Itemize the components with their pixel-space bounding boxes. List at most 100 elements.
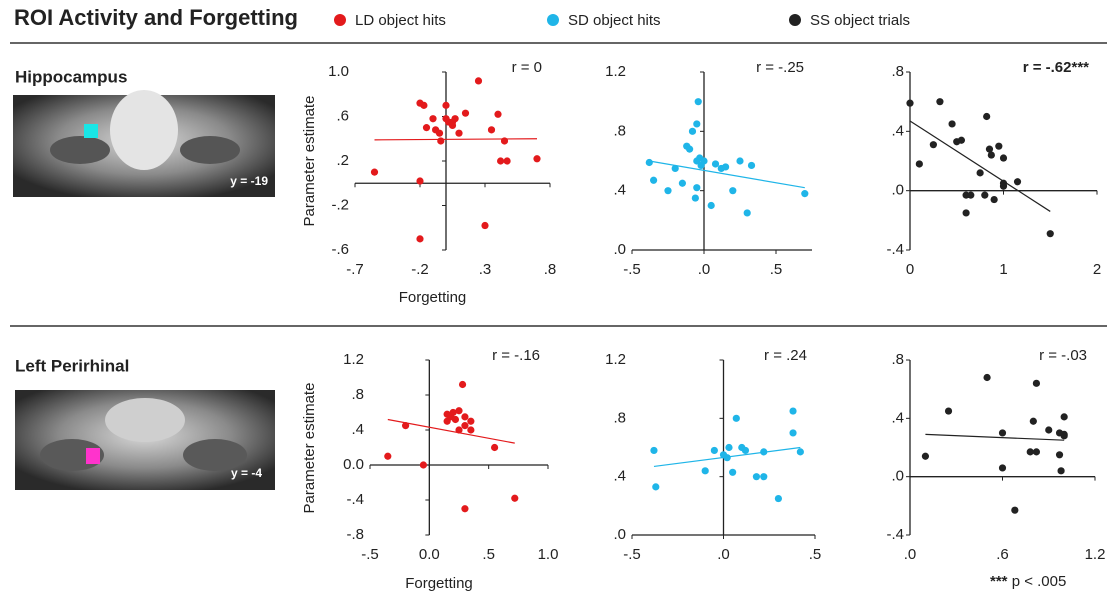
point <box>981 192 988 199</box>
point <box>504 157 511 164</box>
point <box>491 444 498 451</box>
y-tick-label: .0 <box>613 241 626 258</box>
annotation: r = -.62*** <box>1023 59 1089 76</box>
point <box>983 113 990 120</box>
legend-marker <box>789 14 801 26</box>
x-tick-label: .5 <box>809 546 822 563</box>
point <box>1011 507 1018 514</box>
y-tick-label: 1.2 <box>605 351 626 368</box>
point <box>455 130 462 137</box>
point <box>664 187 671 194</box>
x-tick-label: 1.0 <box>538 546 559 563</box>
y-tick-label: -.6 <box>331 241 349 258</box>
point <box>461 422 468 429</box>
point <box>1000 154 1007 161</box>
x-tick-label: .0 <box>698 261 711 278</box>
point <box>511 495 518 502</box>
y-tick-label: -.4 <box>886 526 904 543</box>
x-tick-label: 2 <box>1093 261 1101 278</box>
x-tick-label: -.5 <box>623 546 641 563</box>
legend-marker <box>334 14 346 26</box>
point <box>442 102 449 109</box>
point <box>995 143 1002 150</box>
y-tick-label: 0.0 <box>343 456 364 473</box>
point <box>922 453 929 460</box>
point <box>948 120 955 127</box>
point <box>488 126 495 133</box>
legend-label: LD object hits <box>355 12 446 29</box>
point <box>481 222 488 229</box>
y-tick-label: .8 <box>613 409 626 426</box>
point <box>462 110 469 117</box>
point <box>452 416 459 423</box>
point <box>420 461 427 468</box>
point <box>371 169 378 176</box>
x-tick-label: 1.2 <box>1085 546 1106 563</box>
x-tick-label: .6 <box>996 546 1009 563</box>
y-tick-label: .8 <box>891 63 904 80</box>
point <box>712 160 719 167</box>
point <box>1047 230 1054 237</box>
y-tick-label: 1.0 <box>328 63 349 80</box>
x-tick-label: .0 <box>717 546 730 563</box>
point <box>967 192 974 199</box>
point <box>753 473 760 480</box>
point <box>702 467 709 474</box>
slice-label: y = -19 <box>230 174 268 188</box>
x-axis-label: Forgetting <box>405 575 473 592</box>
point <box>1030 418 1037 425</box>
y-tick-label: .4 <box>613 182 626 199</box>
point <box>693 120 700 127</box>
point <box>646 159 653 166</box>
footnote-text: p < .005 <box>1012 573 1067 590</box>
point <box>689 128 696 135</box>
y-tick-label: -.2 <box>331 196 349 213</box>
slice-label: y = -4 <box>231 466 262 480</box>
annotation: r = 0 <box>512 59 542 76</box>
brain-slice: y = -19 <box>13 90 275 197</box>
point <box>679 180 686 187</box>
point <box>1061 432 1068 439</box>
point <box>384 453 391 460</box>
annotation: r = .24 <box>764 347 807 364</box>
point <box>797 448 804 455</box>
point <box>936 98 943 105</box>
figure: ROI Activity and Forgetting Hippocampus … <box>0 0 1107 595</box>
point <box>742 447 749 454</box>
point <box>693 184 700 191</box>
point <box>801 190 808 197</box>
footnote: *** p < .005 <box>990 573 1066 590</box>
x-tick-label: .5 <box>482 546 495 563</box>
point <box>988 151 995 158</box>
point <box>650 177 657 184</box>
x-tick-label: .0 <box>904 546 917 563</box>
row-label: Left Perirhinal <box>15 356 129 375</box>
point <box>722 163 729 170</box>
y-tick-label: .8 <box>891 351 904 368</box>
y-tick-label: .6 <box>336 107 349 124</box>
x-tick-label: -.5 <box>623 261 641 278</box>
y-axis-label: Parameter estimate <box>301 383 318 514</box>
point <box>695 98 702 105</box>
point <box>708 202 715 209</box>
point <box>420 102 427 109</box>
point <box>789 407 796 414</box>
point <box>977 169 984 176</box>
y-tick-label: .4 <box>613 468 626 485</box>
point <box>650 447 657 454</box>
brain-slice: y = -4 <box>15 390 275 490</box>
point <box>789 429 796 436</box>
y-tick-label: 1.2 <box>343 351 364 368</box>
point <box>429 115 436 122</box>
x-tick-label: 0 <box>906 261 914 278</box>
point <box>991 196 998 203</box>
point <box>1027 448 1034 455</box>
trend-line <box>375 139 538 140</box>
point <box>958 137 965 144</box>
x-axis-label: Forgetting <box>399 289 467 306</box>
y-tick-label: -.4 <box>886 241 904 258</box>
y-tick-label: .0 <box>891 182 904 199</box>
y-tick-label: .2 <box>336 152 349 169</box>
y-tick-label: .4 <box>351 421 364 438</box>
point <box>736 157 743 164</box>
